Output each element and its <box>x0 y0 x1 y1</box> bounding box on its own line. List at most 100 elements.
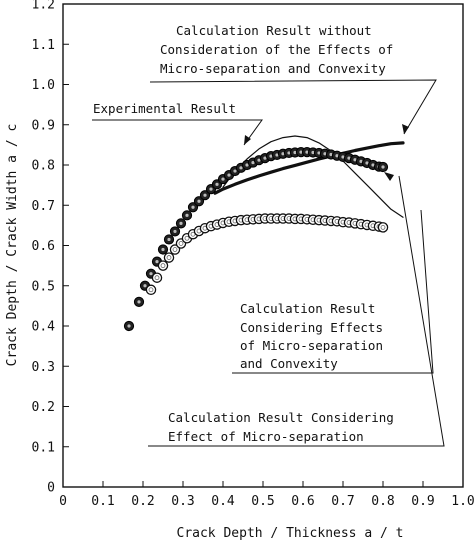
open-data-point-inner <box>172 247 178 252</box>
x-tick-label: 0.6 <box>291 494 314 509</box>
filled-data-point-highlight <box>341 155 345 159</box>
thick-calculation-curve <box>213 141 405 195</box>
x-tick-label: 0.2 <box>131 494 154 509</box>
x-tick-label: 1.0 <box>451 494 474 509</box>
filled-data-point-highlight <box>185 213 189 217</box>
open-data-point <box>163 252 175 263</box>
filled-data-point-highlight <box>359 159 363 163</box>
open-data-point <box>151 272 163 283</box>
filled-data-point-highlight <box>149 272 153 276</box>
filled-data-point-highlight <box>251 160 255 165</box>
filled-data-point-highlight <box>221 177 225 181</box>
y-tick-label: 0.3 <box>32 360 55 375</box>
filled-data-point-highlight <box>155 260 159 264</box>
open-data-point <box>169 244 181 255</box>
thin-calculation-curve <box>222 135 404 218</box>
y-tick-label: 0.2 <box>32 400 55 415</box>
ticks: 0 0.1 0.2 0.3 0.4 0.5 0.6 0.7 0.8 0.9 1.0 0 0.1 0.2 0.… <box>32 0 474 509</box>
filled-data-point-highlight <box>329 152 333 157</box>
filled-data-point-highlight <box>305 150 309 154</box>
annotation-no-consideration-line-2: Consideration of the Effects of <box>160 42 393 57</box>
y-tick-label: 0.8 <box>32 159 55 174</box>
filled-data-point-highlight <box>173 229 177 234</box>
filled-data-point-highlight <box>191 205 195 209</box>
x-tick-label: 0.3 <box>171 494 194 509</box>
filled-data-point-highlight <box>269 154 273 158</box>
annotation-micro-separation-line-1: Calculation Result Considering <box>168 410 394 425</box>
annotation-micro-separation-leader <box>148 175 445 447</box>
x-tick-label: 0 <box>59 494 67 509</box>
open-data-point <box>157 260 169 271</box>
open-data-point-inner <box>184 235 190 241</box>
points <box>123 147 389 332</box>
filled-data-point-highlight <box>347 156 351 160</box>
x-axis-label: Crack Depth / Thickness a / t <box>177 526 404 541</box>
filled-data-point-highlight <box>257 158 261 162</box>
filled-data-point-highlight <box>179 221 183 225</box>
filled-data-point-highlight <box>323 152 327 156</box>
filled-data-point-highlight <box>209 187 213 191</box>
annotation-no-consideration-arrowhead <box>402 124 409 134</box>
y-tick-label: 0.9 <box>32 118 55 133</box>
curves <box>213 135 405 218</box>
open-data-point <box>377 222 389 233</box>
filled-data-point-highlight <box>215 182 219 186</box>
open-data-point-inner <box>160 263 166 269</box>
filled-data-point-highlight <box>299 150 303 154</box>
y-tick-label: 0.5 <box>32 279 55 294</box>
filled-data-point-highlight <box>239 166 243 170</box>
filled-data-point-highlight <box>281 152 285 156</box>
filled-data-point-highlight <box>203 193 207 197</box>
filled-data-point-highlight <box>127 324 131 328</box>
filled-data-point-highlight <box>275 153 279 157</box>
annotation-no-consideration-leader <box>149 79 437 135</box>
annotation-convexity-line-4: and Convexity <box>240 356 338 371</box>
annotation-convexity-line-1: Calculation Result <box>240 301 375 316</box>
open-data-point-inner <box>178 241 184 246</box>
filled-data-point-highlight <box>197 199 201 203</box>
y-tick-label: 0.6 <box>32 239 55 254</box>
y-axis-label: Crack Depth / Crack Width a / c <box>5 124 20 367</box>
filled-data-point-highlight <box>287 151 291 155</box>
annotation-micro-separation-arrowhead <box>384 172 394 181</box>
y-tick-label: 0 <box>47 481 55 496</box>
filled-data-point-highlight <box>227 173 231 177</box>
filled-data-point-highlight <box>233 169 237 173</box>
open-data-point <box>145 284 157 296</box>
annotation-experimental: Experimental Result <box>93 101 236 116</box>
y-tick-label: 0.7 <box>32 199 55 214</box>
x-tick-label: 0.9 <box>411 494 434 509</box>
filled-data-point-highlight <box>371 163 375 167</box>
annotation-experimental-leader <box>92 119 263 146</box>
x-tick-label: 0.1 <box>91 494 114 509</box>
annotation-micro-separation-line-2: Effect of Micro-separation <box>168 429 364 444</box>
y-tick-label: 0.4 <box>32 320 56 335</box>
x-tick-label: 0.8 <box>371 494 394 509</box>
x-tick-label: 0.5 <box>251 494 274 509</box>
open-data-point-inner <box>380 224 386 230</box>
filled-data-point-highlight <box>365 161 369 165</box>
filled-data-point-highlight <box>161 247 165 252</box>
x-tick-label: 0.7 <box>331 494 354 509</box>
annotation-convexity-leader <box>232 209 434 374</box>
filled-data-point-highlight <box>167 237 171 242</box>
filled-data-point-highlight <box>335 154 339 158</box>
filled-data-point-highlight <box>317 151 321 155</box>
y-tick-label: 0.1 <box>32 440 55 455</box>
filled-data-point-highlight <box>311 150 315 155</box>
y-tick-label: 1.2 <box>32 0 55 13</box>
filled-data-point-highlight <box>381 165 385 169</box>
annotation-experimental-arrowhead <box>244 135 251 145</box>
x-tick-label: 0.4 <box>211 494 235 509</box>
open-data-point-inner <box>148 287 154 293</box>
filled-data-point-highlight <box>245 163 249 167</box>
filled-data-point-highlight <box>263 156 267 160</box>
annotation-convexity-line-2: Considering Effects <box>240 320 383 335</box>
filled-data-point-highlight <box>137 300 141 304</box>
annotation-no-consideration-line-3: Micro-separation and Convexity <box>160 61 386 76</box>
open-data-point-inner <box>154 275 160 281</box>
open-data-point-inner <box>166 255 172 260</box>
filled-data-point-highlight <box>293 150 297 155</box>
annotation-no-consideration-line-1: Calculation Result without <box>176 23 372 38</box>
